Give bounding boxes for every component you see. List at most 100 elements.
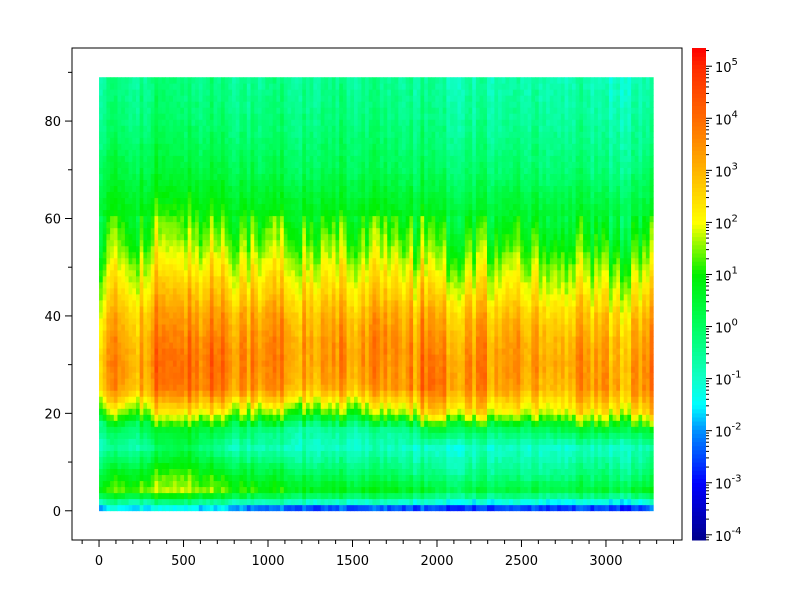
heatmap-cell (265, 204, 269, 210)
heatmap-cell (114, 475, 118, 481)
heatmap-cell (306, 324, 310, 330)
heatmap-cell (251, 246, 255, 252)
heatmap-cell (132, 143, 136, 149)
heatmap-cell (228, 240, 232, 246)
heatmap-cell (202, 162, 206, 168)
heatmap-cell (269, 336, 273, 342)
heatmap-cell (225, 264, 229, 270)
heatmap-cell (343, 264, 347, 270)
heatmap-cell (280, 174, 284, 180)
heatmap-cell (151, 366, 155, 372)
heatmap-cell (191, 270, 195, 276)
heatmap-cell (247, 457, 251, 463)
heatmap-cell (247, 125, 251, 131)
heatmap-cell (324, 149, 328, 155)
heatmap-cell (321, 83, 325, 89)
heatmap-cell (324, 210, 328, 216)
heatmap-cell (217, 264, 221, 270)
heatmap-cell (214, 360, 218, 366)
heatmap-cell (140, 131, 144, 137)
heatmap-cell (243, 83, 247, 89)
heatmap-cell (162, 288, 166, 294)
heatmap-cell (276, 330, 280, 336)
heatmap-cell (132, 360, 136, 366)
heatmap-cell (158, 445, 162, 451)
heatmap-cell (313, 204, 317, 210)
heatmap-cell (202, 493, 206, 499)
heatmap-cell (132, 432, 136, 438)
heatmap-cell (236, 113, 240, 119)
heatmap-cell (106, 77, 110, 83)
heatmap-cell (188, 469, 192, 475)
heatmap-cell (118, 210, 122, 216)
heatmap-cell (347, 306, 351, 312)
heatmap-cell (347, 475, 351, 481)
heatmap-cell (228, 198, 232, 204)
heatmap-cell (321, 324, 325, 330)
heatmap-cell (173, 95, 177, 101)
heatmap-cell (291, 137, 295, 143)
heatmap-cell (265, 192, 269, 198)
heatmap-cell (110, 451, 114, 457)
heatmap-cell (336, 348, 340, 354)
heatmap-cell (284, 131, 288, 137)
heatmap-cell (280, 366, 284, 372)
heatmap-cell (221, 336, 225, 342)
heatmap-cell (269, 499, 273, 505)
heatmap-cell (276, 137, 280, 143)
heatmap-cell (310, 360, 314, 366)
heatmap-cell (118, 101, 122, 107)
heatmap-cell (287, 101, 291, 107)
heatmap-cell (247, 499, 251, 505)
heatmap-cell (276, 336, 280, 342)
heatmap-cell (324, 294, 328, 300)
heatmap-cell (350, 192, 354, 198)
heatmap-cell (202, 426, 206, 432)
heatmap-cell (221, 432, 225, 438)
heatmap-cell (225, 366, 229, 372)
heatmap-cell (125, 390, 129, 396)
heatmap-cell (313, 445, 317, 451)
heatmap-cell (287, 89, 291, 95)
heatmap-cell (243, 119, 247, 125)
heatmap-cell (214, 396, 218, 402)
heatmap-cell (280, 180, 284, 186)
heatmap-cell (310, 288, 314, 294)
heatmap-cell (121, 222, 125, 228)
heatmap-cell (262, 180, 266, 186)
heatmap-cell (336, 324, 340, 330)
heatmap-cell (239, 101, 243, 107)
heatmap-cell (265, 156, 269, 162)
heatmap-cell (347, 101, 351, 107)
heatmap-cell (118, 457, 122, 463)
heatmap-cell (151, 125, 155, 131)
heatmap-cell (214, 119, 218, 125)
heatmap-cell (202, 487, 206, 493)
heatmap-cell (121, 89, 125, 95)
heatmap-cell (339, 312, 343, 318)
heatmap-cell (269, 463, 273, 469)
heatmap-cell (129, 475, 133, 481)
heatmap-cell (295, 481, 299, 487)
heatmap-cell (284, 282, 288, 288)
heatmap-cell (299, 396, 303, 402)
heatmap-cell (129, 396, 133, 402)
heatmap-cell (214, 499, 218, 505)
heatmap-cell (184, 131, 188, 137)
heatmap-cell (276, 451, 280, 457)
heatmap-cell (129, 240, 133, 246)
heatmap-cell (191, 451, 195, 457)
heatmap-cell (210, 162, 214, 168)
heatmap-cell (132, 312, 136, 318)
heatmap-cell (280, 149, 284, 155)
heatmap-cell (202, 318, 206, 324)
heatmap-cell (210, 414, 214, 420)
heatmap-cell (191, 318, 195, 324)
heatmap-cell (202, 174, 206, 180)
heatmap-cell (217, 168, 221, 174)
heatmap-cell (299, 143, 303, 149)
heatmap-cell (184, 342, 188, 348)
heatmap-cell (132, 174, 136, 180)
heatmap-cell (221, 258, 225, 264)
heatmap-cell (195, 234, 199, 240)
